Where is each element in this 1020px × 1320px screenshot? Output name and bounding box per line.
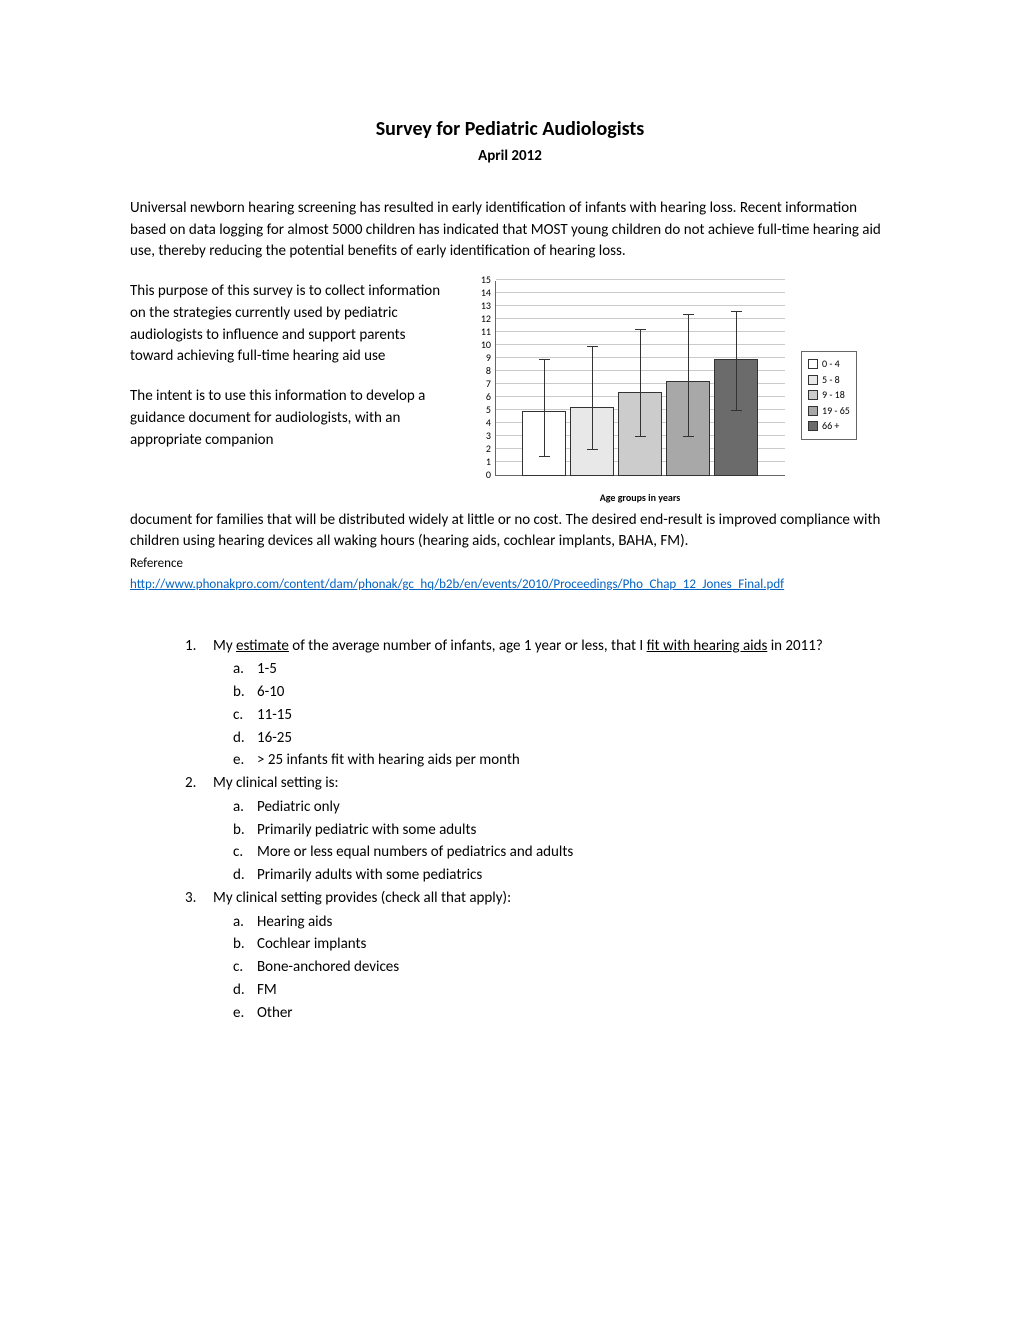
question-option: e.> 25 infants fit with hearing aids per… [233, 750, 890, 772]
chart-bar [664, 381, 712, 476]
purpose-paragraph: This purpose of this survey is to collec… [130, 281, 445, 368]
option-letter: d. [233, 980, 257, 1002]
option-letter: c. [233, 957, 257, 979]
question-number: 1. [185, 636, 213, 658]
question-option: e.Other [233, 1003, 890, 1025]
chart-ytick: 15 [465, 273, 491, 288]
chart-ytick: 11 [465, 325, 491, 340]
chart-ytick: 3 [465, 429, 491, 444]
questions-list: 1.My estimate of the average number of i… [130, 636, 890, 1025]
chart-bar [568, 407, 616, 476]
intro-left-column: This purpose of this survey is to collec… [130, 281, 445, 506]
option-letter: b. [233, 820, 257, 842]
option-letter: e. [233, 750, 257, 772]
question-option: c.Bone-anchored devices [233, 957, 890, 979]
question-option: b.6-10 [233, 682, 890, 704]
question-text: My clinical setting provides (check all … [213, 888, 890, 910]
question-option: a.Hearing aids [233, 912, 890, 934]
option-letter: e. [233, 1003, 257, 1025]
option-letter: a. [233, 659, 257, 681]
option-letter: a. [233, 797, 257, 819]
intro-paragraph: Universal newborn hearing screening has … [130, 198, 890, 263]
option-letter: c. [233, 842, 257, 864]
chart-ytick: 14 [465, 286, 491, 301]
chart-bar [520, 411, 568, 476]
question: 1.My estimate of the average number of i… [185, 636, 890, 658]
question-option: a.1-5 [233, 659, 890, 681]
intent-paragraph-continuation: document for families that will be distr… [130, 510, 890, 554]
intro-row: This purpose of this survey is to collec… [130, 281, 890, 506]
intent-paragraph-start: The intent is to use this information to… [130, 386, 445, 451]
legend-item: 9 - 18 [808, 388, 850, 403]
chart-ytick: 2 [465, 442, 491, 457]
bar-chart: 0123456789101112131415 [465, 281, 795, 491]
question-number: 3. [185, 888, 213, 910]
option-text: Hearing aids [257, 912, 332, 934]
question-option: d.Primarily adults with some pediatrics [233, 865, 890, 887]
chart-ytick: 6 [465, 390, 491, 405]
option-text: Cochlear implants [257, 934, 366, 956]
option-text: 16-25 [257, 728, 292, 750]
chart-xaxis-label: Age groups in years [495, 491, 785, 506]
option-text: 6-10 [257, 682, 284, 704]
option-letter: c. [233, 705, 257, 727]
chart-legend: 0 - 45 - 89 - 1819 - 6566 + [801, 351, 857, 440]
legend-item: 0 - 4 [808, 357, 850, 372]
option-letter: d. [233, 865, 257, 887]
chart-ytick: 13 [465, 299, 491, 314]
option-text: More or less equal numbers of pediatrics… [257, 842, 573, 864]
question-option: b.Primarily pediatric with some adults [233, 820, 890, 842]
legend-item: 66 + [808, 419, 850, 434]
question-option: d.16-25 [233, 728, 890, 750]
option-text: Bone-anchored devices [257, 957, 399, 979]
option-text: FM [257, 980, 277, 1002]
option-text: > 25 infants fit with hearing aids per m… [257, 750, 520, 772]
question-text: My clinical setting is: [213, 773, 890, 795]
question: 3.My clinical setting provides (check al… [185, 888, 890, 910]
question-option: c.More or less equal numbers of pediatri… [233, 842, 890, 864]
option-letter: b. [233, 934, 257, 956]
option-text: Primarily adults with some pediatrics [257, 865, 482, 887]
option-text: Primarily pediatric with some adults [257, 820, 476, 842]
question-text: My estimate of the average number of inf… [213, 636, 890, 658]
chart-ytick: 8 [465, 364, 491, 379]
option-text: Pediatric only [257, 797, 340, 819]
option-text: Other [257, 1003, 293, 1025]
reference-label: Reference [130, 555, 890, 574]
chart-ytick: 12 [465, 312, 491, 327]
option-text: 11-15 [257, 705, 292, 727]
chart-bar [712, 359, 760, 476]
legend-item: 19 - 65 [808, 404, 850, 419]
reference-link[interactable]: http://www.phonakpro.com/content/dam/pho… [130, 577, 784, 592]
question-option: a.Pediatric only [233, 797, 890, 819]
chart-ytick: 4 [465, 416, 491, 431]
option-letter: b. [233, 682, 257, 704]
question-option: d.FM [233, 980, 890, 1002]
chart-ytick: 10 [465, 338, 491, 353]
question-option: c.11-15 [233, 705, 890, 727]
question: 2.My clinical setting is: [185, 773, 890, 795]
document-title: Survey for Pediatric Audiologists [130, 115, 890, 144]
option-text: 1-5 [257, 659, 277, 681]
chart-ytick: 9 [465, 351, 491, 366]
chart-ytick: 0 [465, 468, 491, 483]
question-number: 2. [185, 773, 213, 795]
legend-item: 5 - 8 [808, 373, 850, 388]
chart-bar [616, 392, 664, 477]
document-subtitle: April 2012 [130, 146, 890, 168]
chart-ytick: 1 [465, 455, 491, 470]
question-option: b.Cochlear implants [233, 934, 890, 956]
chart-ytick: 5 [465, 403, 491, 418]
chart-ytick: 7 [465, 377, 491, 392]
option-letter: d. [233, 728, 257, 750]
chart-container: 0123456789101112131415 0 - 45 - 89 - 181… [465, 281, 890, 506]
option-letter: a. [233, 912, 257, 934]
